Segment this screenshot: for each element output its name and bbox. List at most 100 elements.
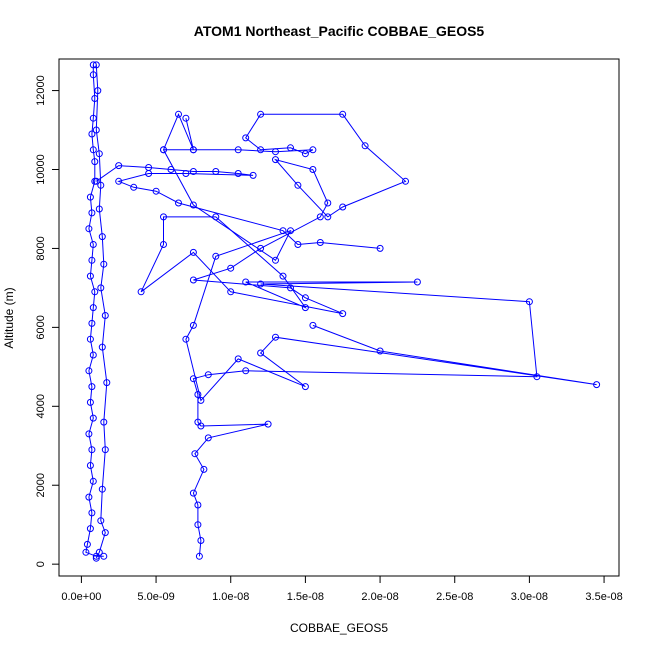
data-point bbox=[272, 148, 279, 156]
data-point bbox=[92, 177, 100, 185]
data-point bbox=[287, 144, 294, 152]
data-point bbox=[301, 383, 309, 391]
data-point bbox=[189, 375, 197, 383]
data-point bbox=[175, 110, 182, 118]
data-point bbox=[189, 276, 197, 284]
data-point bbox=[279, 272, 287, 280]
data-point bbox=[85, 493, 93, 501]
data-point bbox=[525, 298, 533, 306]
data-point bbox=[272, 156, 279, 164]
chart-title: ATOM1 Northeast_Pacific COBBAE_GEOS5 bbox=[194, 23, 485, 39]
data-point bbox=[189, 489, 197, 497]
x-tick-label: 3.5e-08 bbox=[585, 591, 622, 603]
data-point bbox=[89, 241, 97, 248]
data-point bbox=[227, 264, 235, 272]
data-point bbox=[160, 241, 167, 248]
x-axis-label: COBBAE_GEOS5 bbox=[290, 621, 388, 635]
x-tick-label: 2.0e-08 bbox=[361, 591, 398, 603]
data-point bbox=[200, 465, 208, 473]
data-point bbox=[287, 227, 294, 235]
data-point bbox=[89, 304, 97, 312]
data-point bbox=[264, 420, 272, 428]
data-point bbox=[101, 529, 109, 537]
data-point bbox=[413, 278, 421, 286]
data-point bbox=[88, 209, 96, 217]
series-line bbox=[85, 64, 104, 557]
data-point bbox=[197, 422, 205, 430]
data-point bbox=[189, 321, 197, 329]
data-point bbox=[376, 244, 384, 252]
data-point bbox=[101, 312, 109, 319]
data-point bbox=[86, 272, 94, 280]
series-line bbox=[95, 64, 108, 559]
series-layer bbox=[82, 61, 601, 562]
data-point bbox=[115, 177, 123, 185]
data-point bbox=[234, 170, 242, 177]
data-point bbox=[339, 203, 347, 211]
x-tick-label: 2.5e-08 bbox=[436, 591, 473, 603]
x-tick-label: 0.0e+00 bbox=[61, 591, 101, 603]
y-tick-label: 12000 bbox=[35, 75, 47, 106]
y-tick-label: 2000 bbox=[35, 473, 47, 497]
data-point bbox=[89, 71, 97, 79]
x-tick-label: 1.5e-08 bbox=[287, 591, 324, 603]
data-point bbox=[88, 256, 96, 264]
data-series bbox=[160, 110, 601, 404]
data-point bbox=[194, 391, 202, 398]
x-tick-label: 1.0e-08 bbox=[212, 591, 249, 603]
data-point bbox=[195, 552, 203, 560]
data-point bbox=[189, 201, 197, 209]
data-point bbox=[316, 213, 324, 221]
data-point bbox=[257, 146, 265, 154]
x-axis: 0.0e+00 5.0e-09 1.0e-08 1.5e-08 2.0e-08 2.5e-… bbox=[61, 575, 623, 603]
data-point bbox=[88, 383, 96, 391]
data-point bbox=[309, 321, 317, 329]
data-point bbox=[94, 87, 102, 95]
data-point bbox=[100, 418, 108, 426]
data-point bbox=[301, 150, 309, 158]
data-point bbox=[98, 343, 106, 351]
data-point bbox=[89, 477, 97, 485]
data-point bbox=[130, 183, 138, 191]
data-point bbox=[83, 540, 91, 548]
data-point bbox=[95, 548, 103, 556]
data-point bbox=[204, 371, 212, 379]
data-point bbox=[309, 166, 317, 173]
data-point bbox=[191, 450, 199, 458]
data-point bbox=[152, 187, 160, 195]
data-point bbox=[257, 349, 265, 357]
data-point bbox=[182, 335, 190, 343]
data-point bbox=[182, 170, 190, 177]
data-point bbox=[194, 501, 202, 509]
data-point bbox=[257, 280, 265, 288]
data-point bbox=[92, 126, 100, 134]
data-point bbox=[361, 142, 369, 150]
data-series bbox=[137, 110, 541, 560]
data-point bbox=[294, 241, 302, 248]
data-point bbox=[97, 181, 105, 189]
data-point bbox=[91, 288, 99, 296]
data-point bbox=[257, 110, 265, 118]
data-point bbox=[287, 284, 294, 292]
data-point bbox=[189, 248, 197, 256]
data-point bbox=[145, 170, 153, 177]
data-point bbox=[100, 260, 108, 268]
data-point bbox=[272, 256, 279, 264]
data-point bbox=[88, 509, 96, 517]
data-point bbox=[115, 162, 123, 170]
data-series bbox=[82, 61, 108, 560]
data-point bbox=[227, 288, 235, 296]
data-point bbox=[242, 278, 250, 286]
data-point bbox=[103, 379, 111, 387]
data-point bbox=[100, 552, 108, 560]
data-point bbox=[98, 233, 106, 241]
data-point bbox=[160, 213, 167, 221]
y-tick-label: 0 bbox=[35, 561, 47, 567]
y-axis-label: Altitude (m) bbox=[2, 287, 16, 348]
data-point bbox=[324, 213, 332, 221]
y-tick-label: 10000 bbox=[35, 154, 47, 185]
data-point bbox=[189, 168, 197, 175]
data-point bbox=[309, 146, 317, 154]
data-point bbox=[339, 310, 347, 318]
data-point bbox=[339, 110, 347, 118]
